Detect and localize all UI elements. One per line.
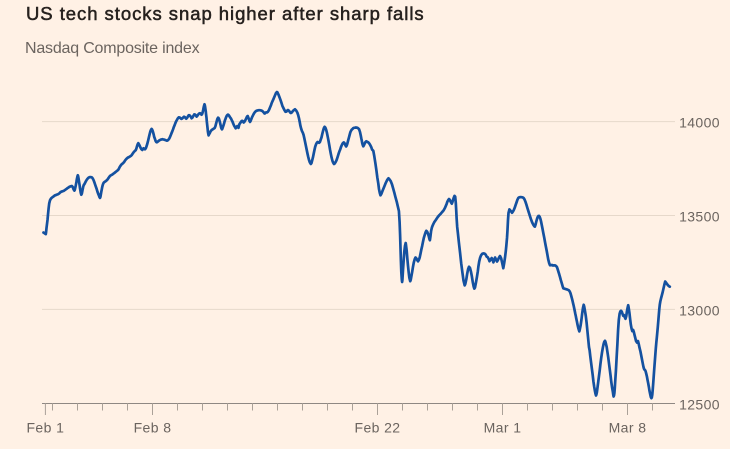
svg-text:13000: 13000: [679, 302, 720, 318]
svg-text:12500: 12500: [679, 396, 720, 412]
svg-text:Mar 1: Mar 1: [484, 420, 522, 436]
svg-text:13500: 13500: [679, 209, 720, 225]
svg-text:Feb 22: Feb 22: [355, 420, 401, 436]
svg-text:Feb 1: Feb 1: [26, 420, 64, 436]
svg-text:14000: 14000: [679, 115, 720, 131]
svg-text:Mar 8: Mar 8: [609, 420, 647, 436]
svg-text:Feb 8: Feb 8: [134, 420, 172, 436]
